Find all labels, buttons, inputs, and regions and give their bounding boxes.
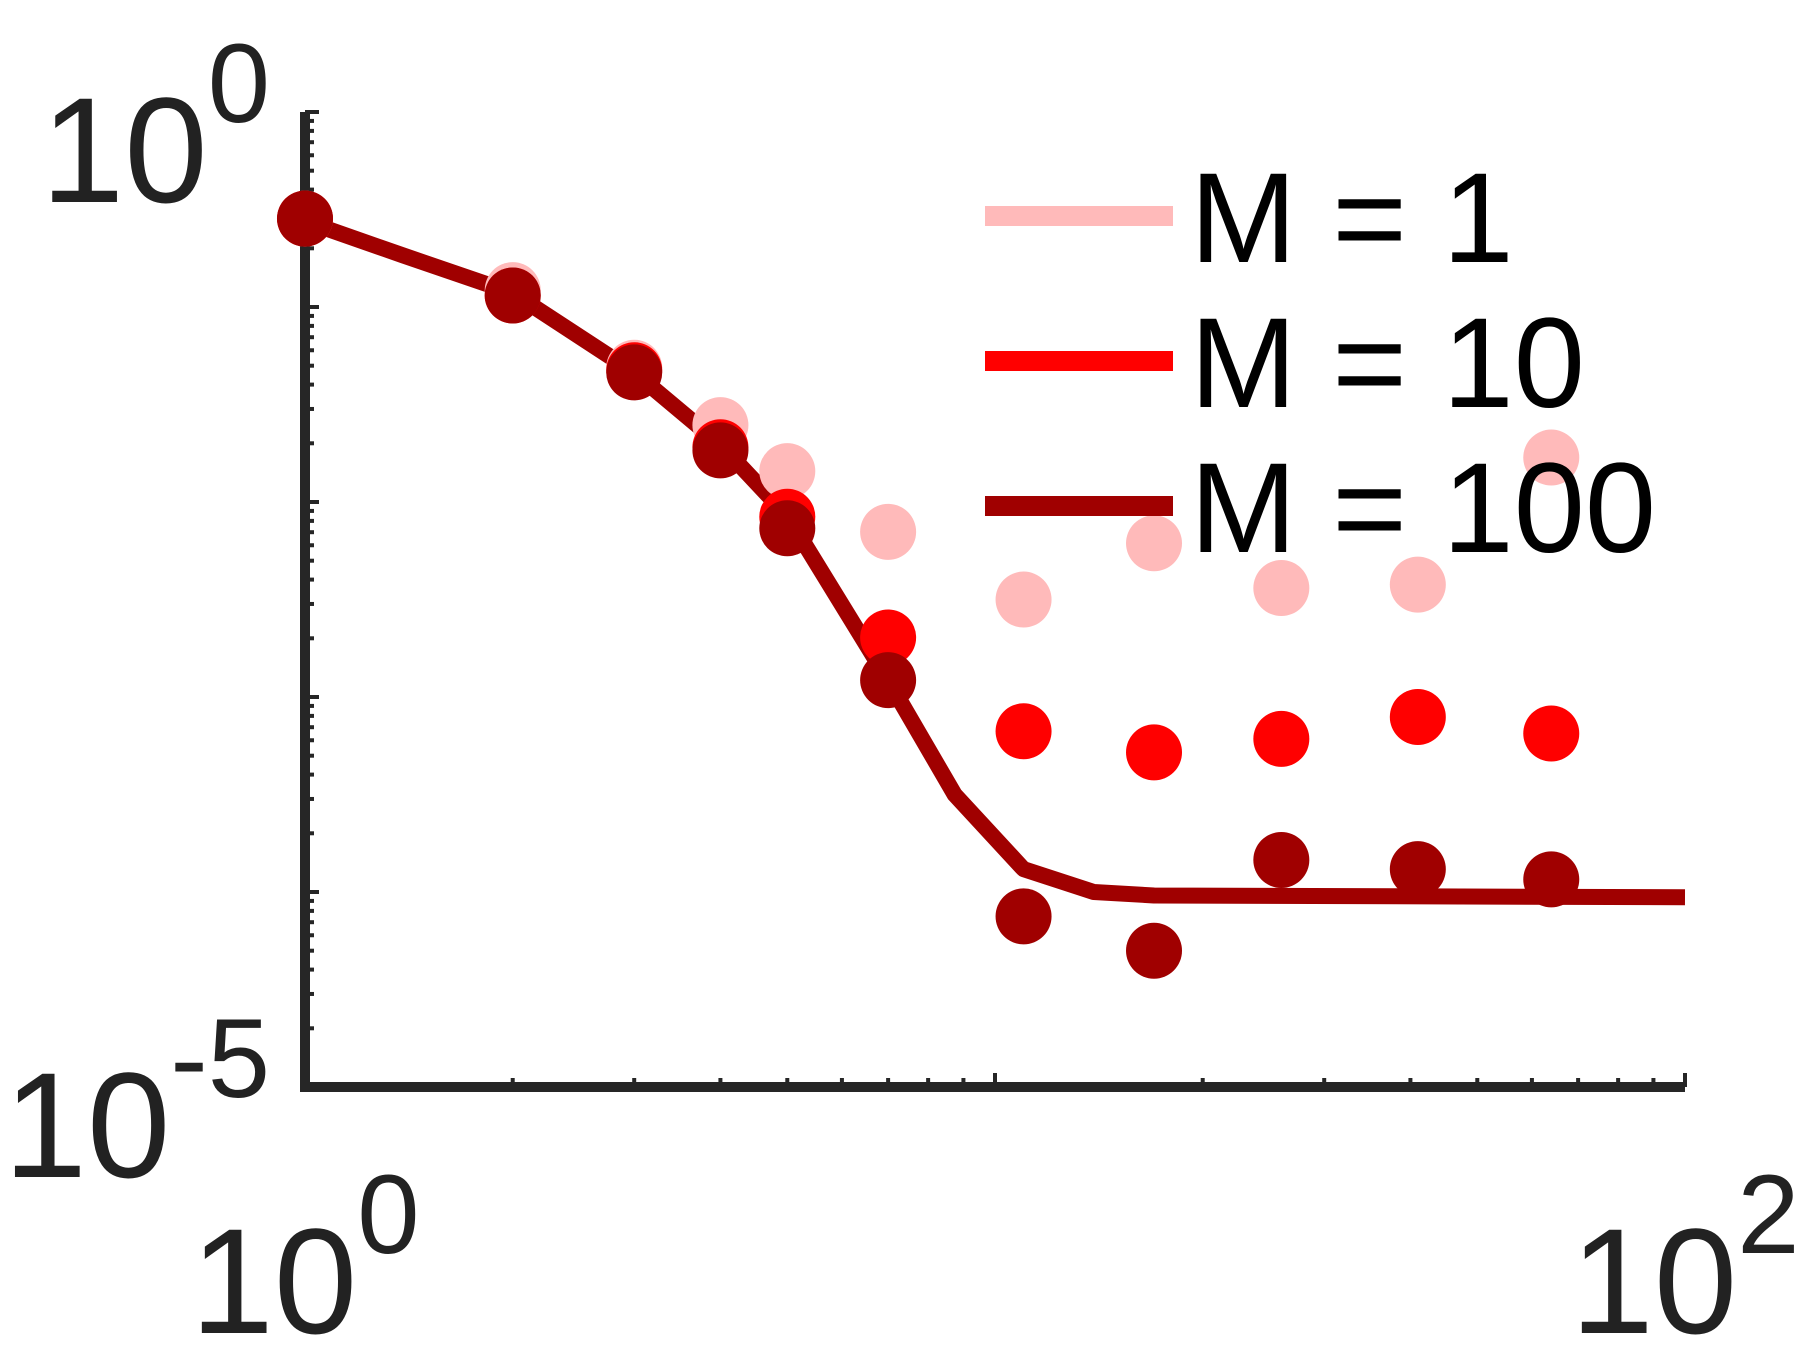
tick-exponent: -5 [170, 996, 270, 1121]
tick-base: 10 [1570, 1197, 1737, 1350]
tick-exponent: 0 [208, 21, 270, 146]
data-point [759, 443, 816, 500]
data-point [860, 503, 917, 560]
tick-label: 100 [190, 1152, 419, 1350]
tick-base: 10 [4, 1041, 171, 1209]
data-point [692, 422, 749, 479]
data-point [1253, 560, 1310, 617]
data-point [484, 267, 541, 324]
data-point [1126, 515, 1183, 572]
tick-exponent: 0 [357, 1152, 419, 1277]
tick-base: 10 [190, 1197, 357, 1350]
data-point [1389, 688, 1446, 745]
data-point [1253, 831, 1310, 888]
data-point [759, 500, 816, 557]
tick-label: 10-5 [4, 996, 270, 1209]
data-point [1253, 710, 1310, 767]
data-point [1126, 922, 1183, 979]
legend-label: M = 1 [1190, 147, 1514, 290]
tick-base: 10 [41, 66, 208, 234]
data-point [1389, 841, 1446, 898]
data-point [1389, 556, 1446, 613]
data-point [995, 571, 1052, 628]
data-point [995, 888, 1052, 945]
data-point [995, 703, 1052, 760]
tick-label: 102 [1570, 1152, 1799, 1350]
tick-label: 100 [41, 21, 270, 234]
tick-exponent: 2 [1737, 1152, 1799, 1277]
data-point [1523, 851, 1580, 908]
data-point [1523, 705, 1580, 762]
data-point [277, 190, 333, 247]
data-point [606, 344, 663, 401]
legend-label: M = 10 [1190, 292, 1585, 435]
legend-label: M = 100 [1190, 437, 1656, 580]
data-point [860, 609, 917, 666]
data-point [1523, 429, 1580, 486]
data-point [860, 652, 917, 709]
data-point [1126, 724, 1183, 781]
